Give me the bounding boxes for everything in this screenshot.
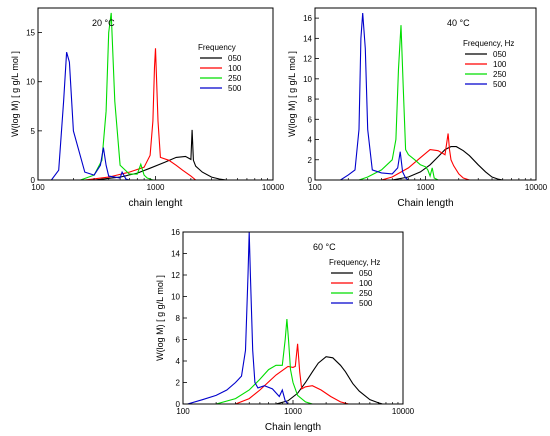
series-line-250 bbox=[215, 319, 313, 404]
x-tick-label: 100 bbox=[176, 407, 190, 416]
y-tick-label: 4 bbox=[176, 357, 181, 366]
x-tick-label: 10000 bbox=[525, 183, 548, 192]
y-tick-label: 16 bbox=[303, 14, 312, 23]
legend-entry-050: 050 bbox=[359, 269, 373, 278]
legend-entry-050: 050 bbox=[228, 54, 242, 63]
plot-frame bbox=[314, 7, 537, 181]
legend-title: Frequency, Hz bbox=[329, 258, 380, 267]
x-tick-label: 1000 bbox=[147, 183, 165, 192]
x-axis-label: Chain length bbox=[397, 198, 453, 209]
y-tick-label: 0 bbox=[31, 176, 36, 185]
y-tick-label: 4 bbox=[308, 136, 313, 145]
y-tick-label: 0 bbox=[176, 400, 181, 409]
x-tick-label: 1000 bbox=[417, 183, 435, 192]
legend-title: Frequency, Hz bbox=[463, 39, 514, 48]
legend-title: Frequency bbox=[198, 43, 236, 52]
y-tick-label: 12 bbox=[303, 55, 312, 64]
y-tick-label: 2 bbox=[176, 379, 181, 388]
y-axis-label: W(log M) [ g g/L mol ] bbox=[10, 51, 20, 137]
series-line-500 bbox=[187, 232, 289, 404]
x-tick-label: 100 bbox=[31, 183, 45, 192]
x-axis-label: Chain length bbox=[265, 422, 321, 433]
legend-entry-100: 100 bbox=[359, 279, 373, 288]
legend-entry-500: 500 bbox=[228, 84, 242, 93]
chart-panel-1: 100 1000 10000 0 5 10 15 chain lenght W(log M) [… bbox=[10, 7, 285, 209]
y-tick-label: 16 bbox=[171, 228, 180, 237]
plot-frame bbox=[37, 7, 274, 181]
y-tick-label: 6 bbox=[308, 115, 313, 124]
series-line-250 bbox=[358, 25, 439, 180]
series-line-100 bbox=[235, 343, 349, 404]
y-tick-label: 6 bbox=[176, 336, 181, 345]
chart-panel-2: 100 1000 10000 0 2 4 6 8 10 12 14 16 Chain length W(l… bbox=[287, 7, 548, 209]
series-line-100 bbox=[381, 133, 470, 180]
series-line-100 bbox=[84, 48, 197, 180]
x-tick-label: 10000 bbox=[392, 407, 415, 416]
series-line-500 bbox=[50, 52, 130, 180]
y-tick-label: 10 bbox=[26, 78, 35, 87]
legend-entry-250: 250 bbox=[493, 70, 507, 79]
y-axis-label: W(log M) [ g g/L mol ] bbox=[287, 51, 297, 137]
y-tick-label: 14 bbox=[303, 34, 312, 43]
y-tick-label: 8 bbox=[308, 95, 313, 104]
y-axis-label: W(log M) [ g g/L mol ] bbox=[155, 275, 165, 361]
legend-entry-250: 250 bbox=[359, 289, 373, 298]
series-line-500 bbox=[340, 13, 409, 180]
series-line-050 bbox=[392, 146, 503, 180]
y-tick-label: 8 bbox=[176, 314, 181, 323]
y-tick-label: 15 bbox=[26, 29, 35, 38]
y-tick-label: 10 bbox=[303, 75, 312, 84]
legend-entry-050: 050 bbox=[493, 50, 507, 59]
x-tick-label: 10000 bbox=[262, 183, 285, 192]
y-tick-label: 14 bbox=[171, 250, 180, 259]
y-tick-label: 5 bbox=[31, 127, 36, 136]
legend-entry-100: 100 bbox=[493, 60, 507, 69]
chart-title: 40 °C bbox=[447, 18, 470, 28]
y-tick-label: 10 bbox=[171, 293, 180, 302]
x-tick-label: 1000 bbox=[284, 407, 302, 416]
y-tick-label: 2 bbox=[308, 156, 313, 165]
legend-entry-500: 500 bbox=[359, 299, 373, 308]
legend-entry-500: 500 bbox=[493, 80, 507, 89]
y-tick-label: 0 bbox=[308, 176, 313, 185]
x-tick-label: 100 bbox=[308, 183, 322, 192]
legend-entry-250: 250 bbox=[228, 74, 242, 83]
series-line-050 bbox=[275, 356, 383, 404]
legend-entry-100: 100 bbox=[228, 64, 242, 73]
y-tick-label: 12 bbox=[171, 271, 180, 280]
x-axis-label: chain lenght bbox=[129, 198, 183, 209]
chart-title: 20 °C bbox=[92, 18, 115, 28]
chart-panel-3: 100 1000 10000 0 2 4 6 8 10 12 14 16 Chain length W(l… bbox=[155, 228, 415, 433]
chart-title: 60 °C bbox=[313, 242, 336, 252]
series-line-050 bbox=[94, 129, 227, 180]
series-line-250 bbox=[80, 12, 154, 180]
